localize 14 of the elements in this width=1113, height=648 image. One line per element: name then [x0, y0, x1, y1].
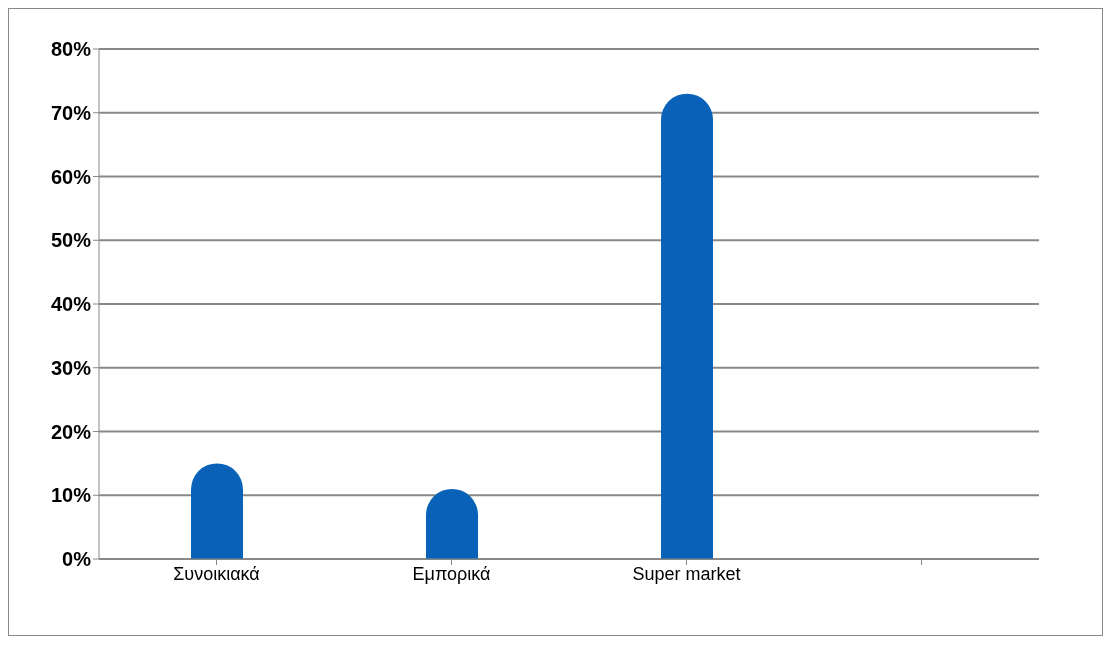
y-tick-label: 30%: [50, 356, 92, 379]
y-tick-label: 60%: [50, 165, 92, 188]
bar: [191, 463, 243, 559]
y-tick-label: 50%: [50, 229, 92, 252]
bar: [661, 93, 713, 559]
y-tick-label: 0%: [62, 548, 92, 571]
y-tick-label: 10%: [50, 484, 92, 507]
y-tick-label: 40%: [50, 293, 92, 316]
y-tick-label: 80%: [50, 38, 92, 61]
x-tick-label: Super market: [632, 563, 741, 584]
x-tick-label: Εμπορικά: [412, 563, 491, 584]
x-tick-label: Συνοικιακά: [173, 563, 260, 584]
y-tick-label: 20%: [50, 420, 92, 443]
y-tick-label: 70%: [50, 101, 92, 124]
